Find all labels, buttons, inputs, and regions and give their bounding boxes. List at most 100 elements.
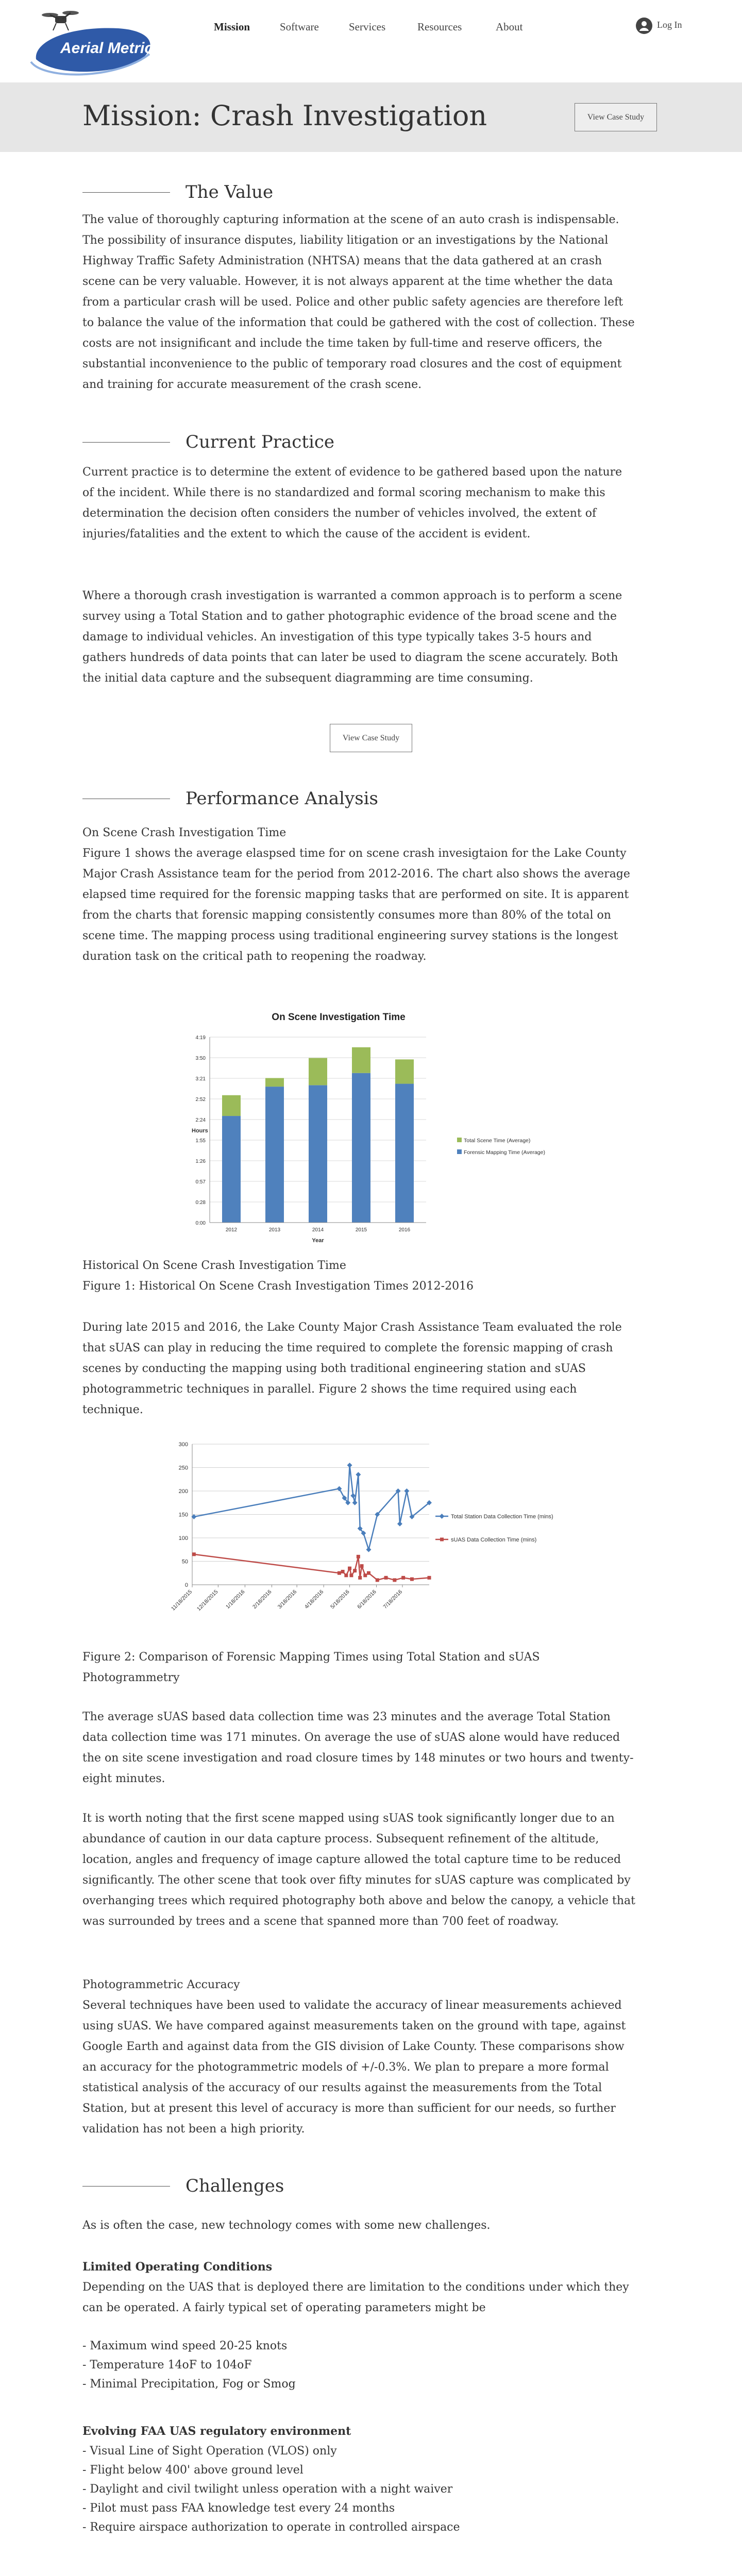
nav-link[interactable]: Resources [417,21,462,33]
logo-swoosh [36,28,150,72]
heading-text: Current Practice [185,432,335,452]
paragraph: During late 2015 and 2016, the Lake Coun… [82,1321,622,1416]
x-tick-label: 1/18/2016 [225,1589,246,1611]
text-block: Limited Operating Conditions Depending o… [82,2257,636,2318]
bar-segment [352,1073,370,1223]
point-marker [401,1575,406,1580]
subheading: Evolving FAA UAS regulatory environment [82,2425,351,2438]
x-tick-label: 11/18/2015 [170,1589,193,1612]
bar-segment [222,1095,241,1116]
y-tick-label: 150 [179,1512,188,1518]
point-marker [342,1495,347,1501]
nav-link[interactable]: Software [280,21,319,33]
point-marker [348,1566,352,1570]
text-block: Where a thorough crash investigation is … [82,586,636,689]
x-tick-label: 2015 [356,1227,367,1233]
point-marker [404,1488,410,1494]
nav-link[interactable]: About [496,21,523,33]
bar-segment [265,1087,284,1223]
x-tick-label: 2016 [399,1227,411,1233]
point-marker [427,1500,432,1505]
y-tick-label: 200 [179,1488,188,1495]
figure-caption: Figure 2: Comparison of Forensic Mapping… [82,1651,540,1684]
series-line [194,1465,430,1552]
point-marker [357,1526,363,1531]
list-item: - Daylight and civil twilight unless ope… [82,2483,453,2496]
header: Aerial Metrics Mission Software Services… [0,0,742,82]
heading-rule [82,192,170,193]
series-line [194,1553,430,1581]
login-link[interactable]: Log In [657,20,682,30]
point-marker [395,1488,401,1494]
page-title: Mission: Crash Investigation [82,99,487,132]
case-study-button[interactable]: View Case Study [330,724,412,752]
subheading: On Scene Crash Investigation Time [82,826,286,839]
bar-segment [309,1058,327,1086]
paragraph: The average sUAS based data collection t… [82,1710,634,1785]
list-item: - Minimal Precipitation, Fog or Smog [82,2378,296,2391]
legend-label: Forensic Mapping Time (Average) [464,1149,545,1156]
bar-segment [395,1083,414,1223]
y-tick-label: 4:19 [196,1035,206,1041]
list-item: - Maximum wind speed 20-25 knots [82,2340,288,2352]
heading-text: Performance Analysis [185,788,378,809]
point-marker [366,1547,372,1552]
paragraph: It is worth noting that the first scene … [82,1812,635,1928]
text-block: Historical On Scene Crash Investigation … [82,1256,636,1297]
point-marker [344,1573,348,1578]
point-marker [375,1578,379,1582]
y-tick-label: 1:26 [196,1159,206,1164]
chart-title: On Scene Investigation Time [272,1012,405,1023]
point-marker [336,1486,342,1492]
legend-marker [440,1537,444,1541]
point-marker [427,1575,431,1580]
bar-segment [309,1085,327,1223]
logo[interactable]: Aerial Metrics [28,3,157,77]
text-block: As is often the case, new technology com… [82,2215,636,2236]
point-marker [360,1564,364,1568]
text-block: Current practice is to determine the ext… [82,462,636,545]
point-marker [393,1578,397,1582]
x-tick-label: 2012 [226,1227,238,1233]
x-tick-label: 3/18/2016 [277,1589,298,1611]
paragraph: Several techniques have been used to val… [82,1999,626,2136]
y-tick-label: 1:55 [196,1138,206,1144]
case-study-button[interactable]: View Case Study [575,103,657,131]
bar-chart: On Scene Investigation Time Hours 0:00 0:28… [192,1012,545,1244]
legend-label: Total Station Data Collection Time (mins… [451,1514,553,1520]
legend-swatch [457,1138,462,1142]
figure-caption: Figure 1: Historical On Scene Crash Inve… [82,1280,474,1293]
bullet-list: Evolving FAA UAS regulatory environment … [82,2421,636,2537]
section-heading: Performance Analysis [82,787,378,810]
bar-segment [265,1078,284,1087]
point-marker [191,1514,197,1520]
x-tick-label: 5/18/2016 [329,1589,351,1611]
logo-text: Aerial Metrics [60,40,157,57]
text-block: During late 2015 and 2016, the Lake Coun… [82,1317,636,1420]
heading-rule [82,2185,170,2187]
text-block: The average sUAS based data collection t… [82,1707,636,1789]
logo-drone [42,11,79,31]
y-tick-label: 50 [182,1559,188,1565]
nav-link[interactable]: Services [349,21,386,33]
login-icon[interactable] [635,17,653,35]
x-axis-label: Year [312,1238,324,1244]
point-marker [363,1573,367,1578]
point-marker [192,1552,196,1556]
section-heading: Challenges [82,2174,284,2198]
point-marker [366,1571,370,1575]
point-marker [358,1575,362,1580]
section-heading: The Value [82,180,273,204]
heading-text: Challenges [185,2176,284,2196]
list-item: - Flight below 400' above ground level [82,2464,303,2477]
line-chart: 0 50 100 150 200 250 300 11/18/2015 12/18/2015 1/… [170,1442,553,1612]
y-tick-label: 2:24 [196,1117,206,1123]
legend-label: sUAS Data Collection Time (mins) [451,1537,536,1543]
text-block: Photogrammetric Accuracy Several techniq… [82,1975,636,2140]
text-block: On Scene Crash Investigation Time Figure… [82,823,636,967]
x-tick-label: 4/18/2016 [303,1589,325,1611]
point-marker [353,1569,357,1573]
nav-link[interactable]: Mission [214,21,250,33]
logo-arc [30,53,150,76]
